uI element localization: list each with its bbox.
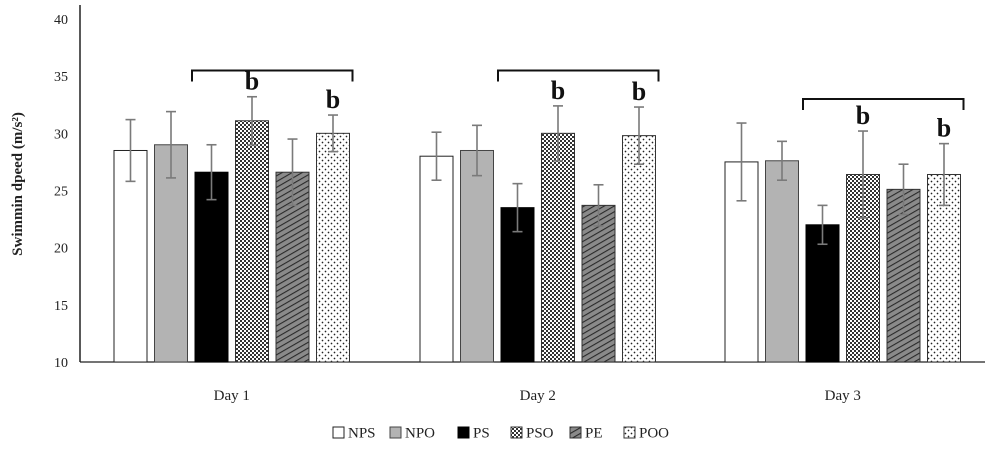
error-bar [736,122,747,202]
legend-item-poo: POO [623,426,669,442]
y-tick-label: 40 [54,13,68,28]
error-bar [166,110,176,179]
legend-item-pso: PSO [510,426,554,442]
category-label: Day 1 [214,388,250,404]
y-tick-label: 15 [54,299,68,314]
significance-annotations: b b b b b b [191,67,965,143]
legend-label: PE [585,426,603,442]
significance-label: b [326,85,340,114]
legend-item-nps: NPS [332,426,376,442]
legend-item-ps: PS [457,426,490,442]
legend-item-pe: PE [569,426,603,442]
error-bar [125,118,136,183]
significance-label: b [632,77,646,106]
legend-label: PSO [526,426,554,442]
y-tick-label: 30 [54,127,68,142]
bar-pe-3 [886,188,921,363]
error-bar [817,204,828,246]
bar-poo-1 [316,132,350,363]
significance-bracket [191,69,354,82]
bar-pso-1 [235,120,269,363]
bar-nps-1 [113,149,148,363]
bar-ps-1 [194,171,229,363]
legend-label: NPS [348,426,376,442]
legend-swatch [389,426,402,439]
bar-npo-2 [460,149,494,363]
error-bar [777,140,787,182]
x-tick-labels: Day 1 Day 2 Day 3 [214,388,861,404]
category-label: Day 3 [825,388,861,404]
error-bar [858,130,868,219]
significance-label: b [856,101,870,130]
category-label: Day 2 [520,388,556,404]
y-tick-label: 35 [54,70,68,85]
error-bar [472,124,482,177]
y-tick-label: 25 [54,185,68,200]
significance-label: b [937,114,951,143]
error-bar [553,105,563,162]
error-bar [206,143,217,201]
significance-bracket [497,69,660,82]
y-tick-label: 20 [54,242,68,257]
legend-swatch [332,426,345,439]
error-bar [634,106,644,166]
error-bar [593,183,604,227]
legend-swatch [510,426,523,439]
bar-nps-2 [419,155,454,363]
error-bar [287,138,298,207]
legend-item-npo: NPO [389,426,435,442]
error-bars [125,95,949,246]
legend-swatch [623,426,636,439]
error-bar [898,163,909,216]
bar-pso-2 [541,132,575,363]
y-tick-labels: 10 15 20 25 30 35 40 [54,13,68,371]
bar-ps-3 [805,224,840,363]
error-bar [247,95,257,146]
y-axis-title: Swimmin dpeed (m/s²) [10,112,26,256]
bar-pe-2 [581,204,616,363]
significance-label: b [551,76,565,105]
significance-label: b [245,67,259,96]
y-tick-label: 10 [54,356,68,371]
error-bar [431,131,442,182]
legend: NPS NPO PS PSO PE POO [332,426,669,442]
error-bar [512,182,523,233]
significance-bracket [802,98,965,111]
legend-label: PS [473,426,490,442]
bars [113,120,961,363]
bar-ps-2 [500,207,535,363]
legend-swatch [569,426,582,439]
error-bar [939,142,949,207]
legend-label: POO [639,426,669,442]
legend-label: NPO [405,426,435,442]
error-bar [328,114,338,153]
bar-npo-3 [765,160,799,363]
bar-poo-2 [622,135,656,363]
legend-swatch [457,426,470,439]
